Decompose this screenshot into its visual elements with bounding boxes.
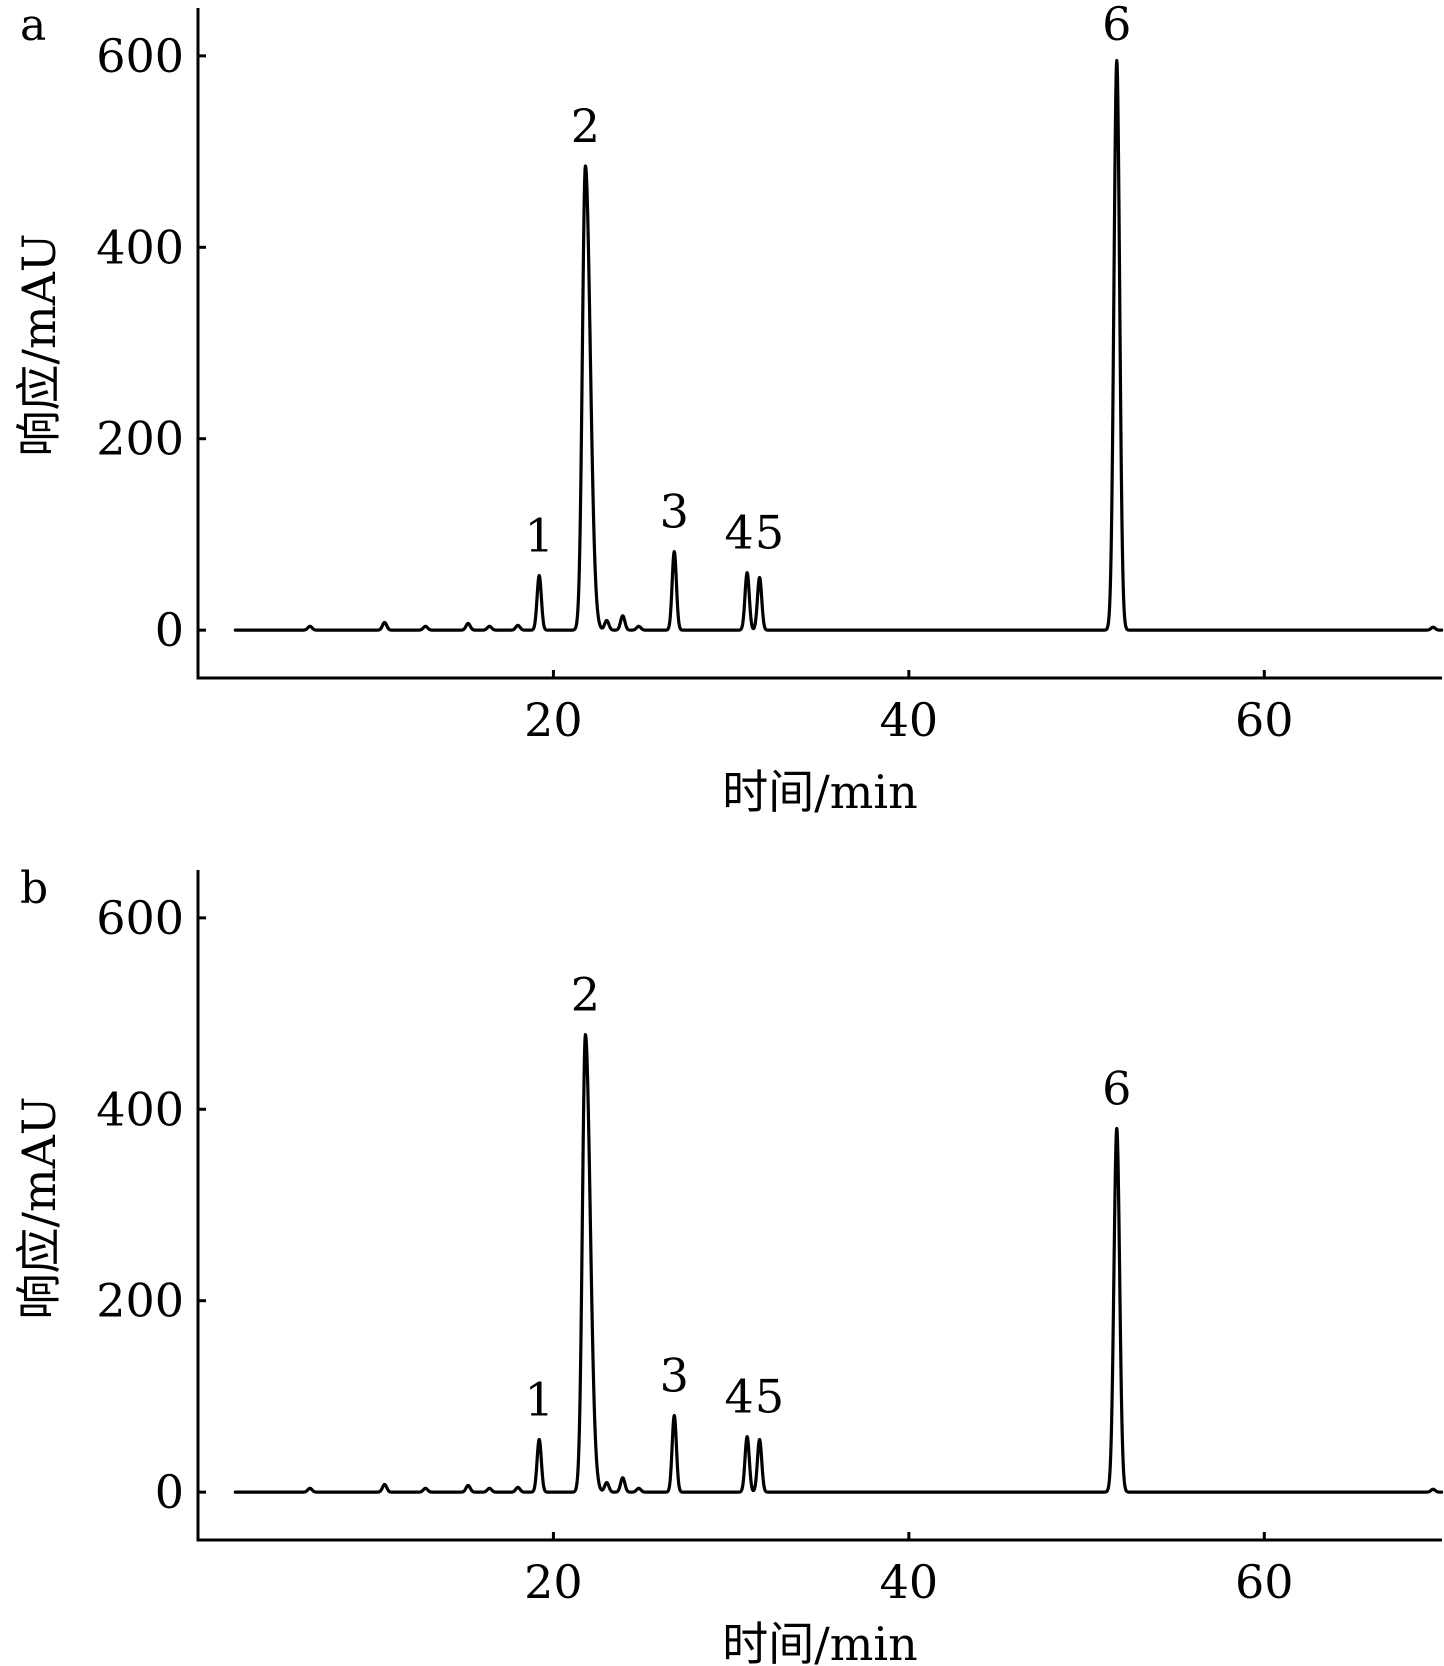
panel-a-chromatogram-trace: [233, 59, 1444, 632]
panel-b-x-tick-label: 40: [880, 1555, 939, 1609]
panel-a: a 响应/mAU 时间/min 0 200 400 600 20 40 60 1 2 3 4 5 6: [12, 0, 1444, 819]
panel-a-axes: [196, 8, 1442, 680]
panel-a-x-axis-label: 时间/min: [722, 765, 917, 819]
panel-a-peak-label-5: 5: [755, 506, 784, 560]
panel-b-peak-label-4: 4: [724, 1370, 753, 1424]
panel-a-peak-label-6: 6: [1102, 0, 1131, 51]
panel-b-y-tick-label: 200: [96, 1274, 184, 1328]
panel-b-peak-label-3: 3: [660, 1349, 689, 1403]
panel-b-y-tick-label: 400: [96, 1082, 184, 1136]
panel-b: b 响应/mAU 时间/min 0 200 400 600 20 40 60 1 2 3 4 5 6: [12, 863, 1444, 1666]
panel-b-x-tick-label: 60: [1235, 1555, 1294, 1609]
panel-a-y-tick-label: 0: [155, 603, 184, 657]
panel-b-label: b: [20, 863, 48, 914]
panel-b-y-axis-label: 响应/mAU: [12, 1096, 66, 1319]
panel-b-peak-label-5: 5: [755, 1370, 784, 1424]
panel-b-y-tick-label: 600: [96, 891, 184, 945]
panel-a-y-tick-label: 600: [96, 29, 184, 83]
panel-a-peak-label-4: 4: [724, 506, 753, 560]
panel-b-plot-area: 0 200 400 600 20 40 60 1 2 3 4 5 6: [96, 870, 1444, 1609]
panel-a-peak-label-2: 2: [571, 99, 600, 153]
panel-a-x-tick-label: 60: [1235, 693, 1294, 747]
panel-a-plot-area: 0 200 400 600 20 40 60 1 2 3 4 5 6: [96, 0, 1444, 747]
panel-a-y-axis-label: 响应/mAU: [12, 233, 66, 456]
panel-a-y-tick-label: 400: [96, 220, 184, 274]
panel-a-x-tick-label: 40: [880, 693, 939, 747]
panel-b-axes: [196, 870, 1442, 1542]
panel-b-x-axis-label: 时间/min: [722, 1617, 917, 1666]
panel-a-label: a: [20, 0, 46, 51]
panel-b-x-tick-label: 20: [524, 1555, 583, 1609]
panel-b-y-tick-label: 0: [155, 1465, 184, 1519]
panel-a-peak-label-1: 1: [525, 509, 554, 563]
panel-a-x-tick-label: 20: [524, 693, 583, 747]
panel-b-peak-label-1: 1: [525, 1373, 554, 1427]
panel-a-peak-label-3: 3: [660, 485, 689, 539]
panel-b-peak-label-2: 2: [571, 968, 600, 1022]
panel-a-y-tick-label: 200: [96, 412, 184, 466]
panel-b-peak-label-6: 6: [1102, 1061, 1131, 1115]
panel-b-chromatogram-trace: [233, 1033, 1444, 1494]
